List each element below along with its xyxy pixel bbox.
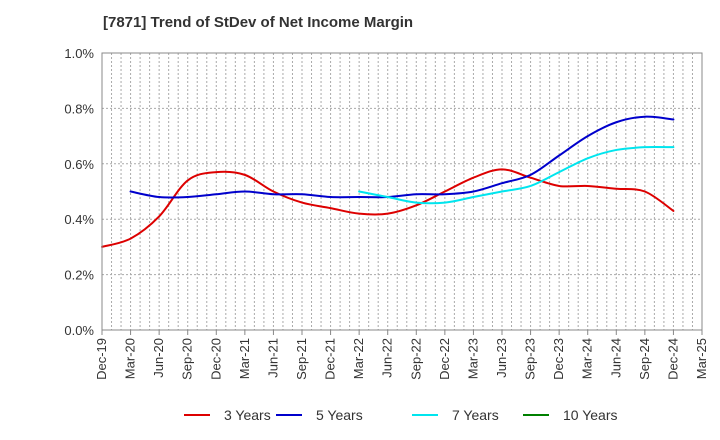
x-tick-label: Jun-20 (151, 338, 166, 378)
chart-title: [7871] Trend of StDev of Net Income Marg… (103, 14, 414, 31)
y-tick-label: 0.6% (64, 157, 94, 172)
x-tick-label: Jun-22 (380, 338, 395, 378)
series-line-3-years (101, 168, 675, 248)
legend-swatch (184, 414, 210, 416)
x-tick-label: Jun-23 (494, 338, 509, 378)
legend: 3 Years 5 Years 7 Years 10 Years (0, 405, 720, 425)
y-tick-label: 0.8% (64, 101, 94, 116)
x-tick-label: Jun-21 (265, 338, 280, 378)
x-tick-label: Mar-25 (694, 338, 709, 379)
x-tick-label: Jun-24 (608, 338, 623, 378)
y-tick-label: 0.2% (64, 268, 94, 283)
y-tick-label: 0.4% (64, 212, 94, 227)
series-line-7-years (358, 145, 675, 205)
legend-item: 3 Years (184, 405, 271, 425)
axes: 0.0% 0.2% 0.4% 0.6% 0.8% 1.0% Dec-19 Mar-20 Jun-… (64, 46, 709, 380)
legend-swatch (412, 414, 438, 416)
legend-label: 7 Years (452, 407, 499, 423)
x-tick-label: Sep-23 (523, 338, 538, 380)
x-tick-label: Sep-21 (294, 338, 309, 380)
x-tick-label: Sep-22 (408, 338, 423, 380)
y-tick-label: 0.0% (64, 323, 94, 338)
legend-item: 5 Years (276, 405, 363, 425)
legend-label: 10 Years (563, 407, 618, 423)
x-tick-label: Mar-21 (237, 338, 252, 379)
series-line-5-years (129, 115, 675, 199)
x-tick-label: Mar-22 (351, 338, 366, 379)
x-tick-label: Mar-24 (580, 338, 595, 379)
x-tick-label: Dec-22 (437, 338, 452, 380)
series-lines (101, 115, 675, 248)
x-tick-label: Mar-23 (465, 338, 480, 379)
legend-item: 10 Years (523, 405, 618, 425)
x-tick-label: Dec-24 (665, 338, 680, 380)
legend-swatch (523, 414, 549, 416)
x-tick-label: Sep-20 (180, 338, 195, 380)
x-tick-label: Mar-20 (123, 338, 138, 379)
grid (102, 52, 702, 331)
legend-swatch (276, 414, 302, 416)
x-tick-label: Dec-23 (551, 338, 566, 380)
x-tick-label: Dec-19 (94, 338, 109, 380)
legend-label: 3 Years (224, 407, 271, 423)
x-tick-label: Dec-21 (323, 338, 338, 380)
y-tick-label: 1.0% (64, 46, 94, 61)
x-tick-label: Dec-20 (208, 338, 223, 380)
plot-frame (101, 52, 703, 331)
legend-label: 5 Years (316, 407, 363, 423)
x-tick-label: Sep-24 (637, 338, 652, 380)
legend-item: 7 Years (412, 405, 499, 425)
